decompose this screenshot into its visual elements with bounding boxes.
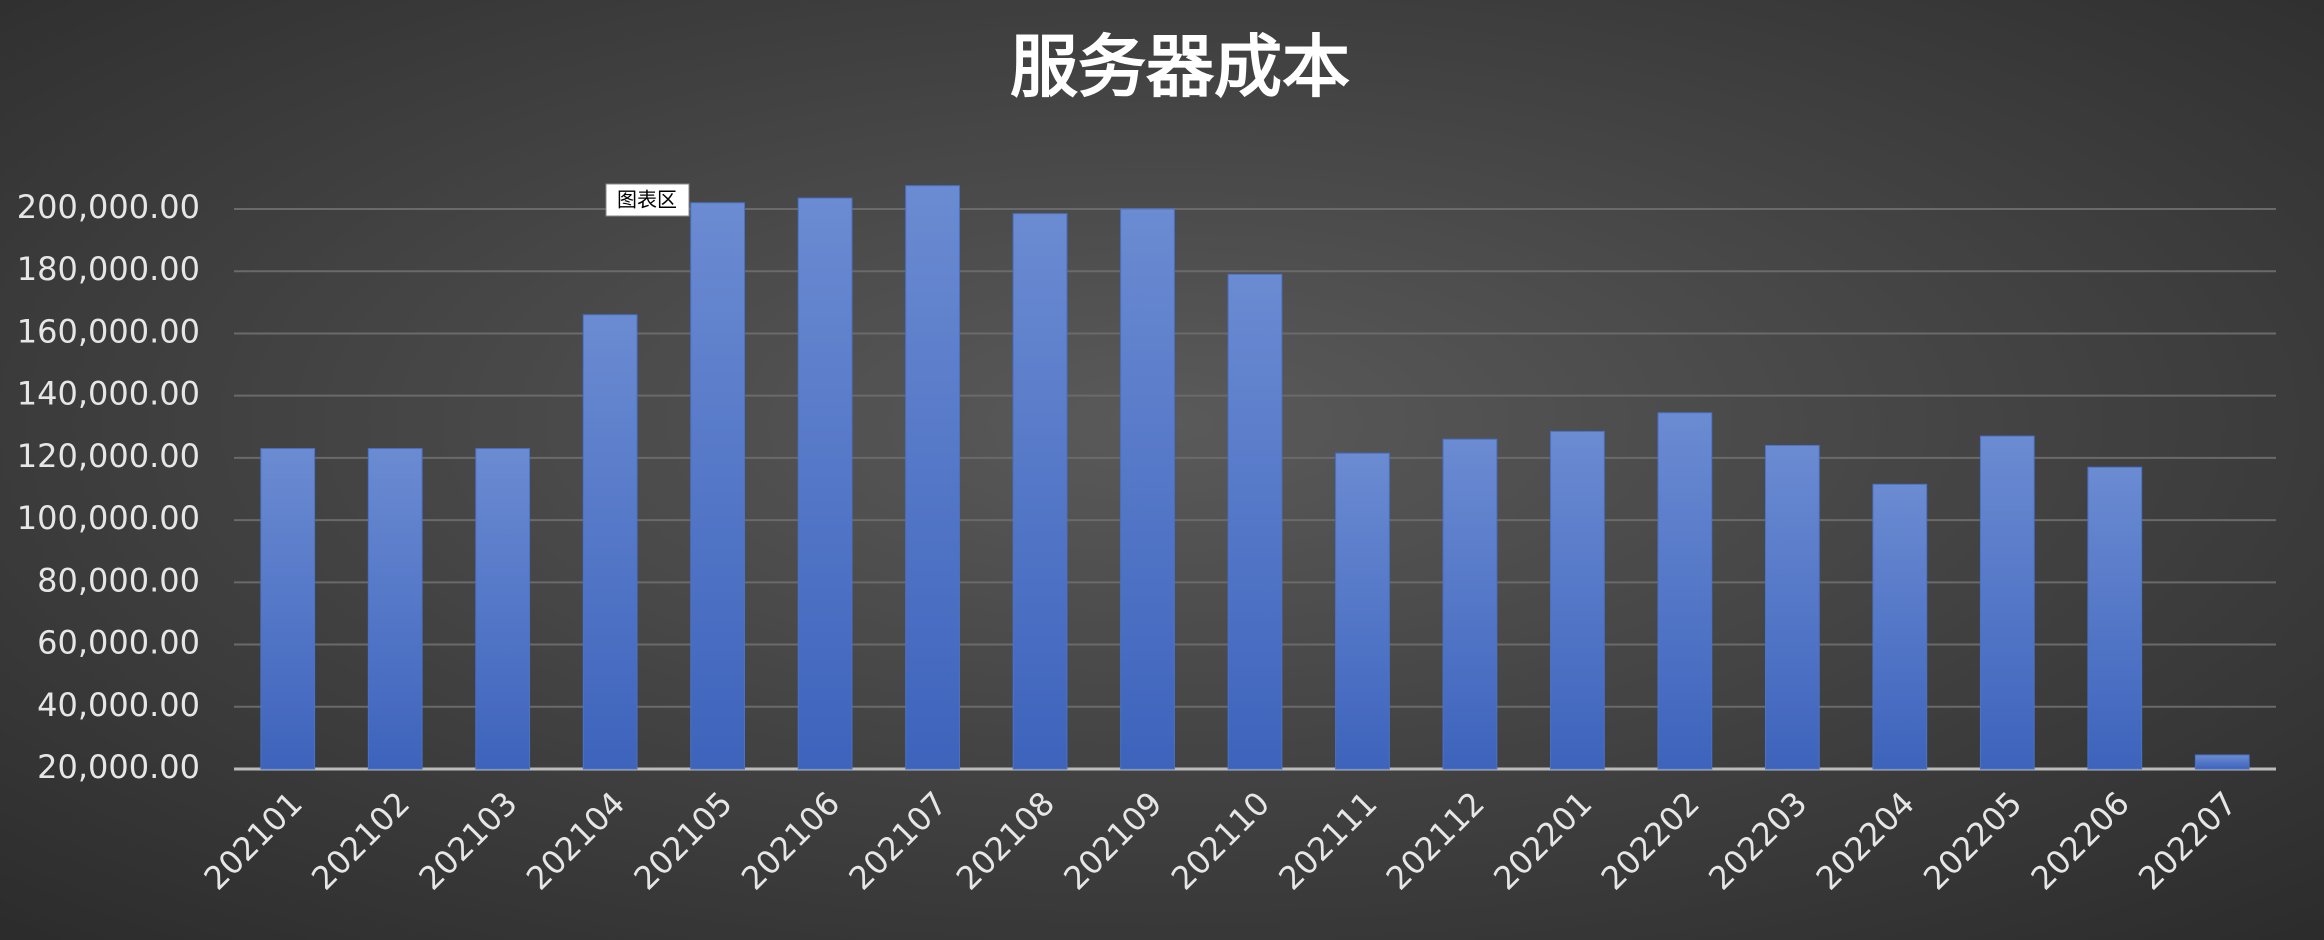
bar — [367, 448, 423, 770]
y-tick-label: 60,000.00 — [37, 624, 200, 662]
bar — [1227, 273, 1283, 770]
y-tick-label: 200,000.00 — [17, 188, 200, 226]
bar — [1442, 438, 1498, 770]
bar — [1872, 483, 1928, 770]
bar — [260, 448, 316, 770]
bar — [475, 448, 531, 770]
y-tick-label: 120,000.00 — [17, 437, 200, 475]
bar — [1335, 452, 1390, 770]
bar — [1979, 435, 2035, 770]
y-tick-label: 180,000.00 — [17, 250, 200, 288]
y-tick-label: 20,000.00 — [37, 748, 200, 786]
chart-title: 服务器成本 — [1010, 29, 1350, 108]
bar — [2087, 466, 2143, 770]
bar — [1120, 208, 1175, 770]
y-tick-label: 100,000.00 — [17, 499, 200, 537]
y-tick-label: 40,000.00 — [37, 686, 200, 724]
tooltip: 图表区 — [617, 188, 677, 212]
bar — [582, 314, 638, 770]
bar — [905, 185, 960, 770]
y-tick-label: 80,000.00 — [37, 561, 200, 599]
bar — [1550, 430, 1605, 770]
y-tick-label: 160,000.00 — [17, 312, 200, 350]
bar — [797, 197, 853, 770]
bar — [1765, 444, 1820, 770]
bar — [2194, 754, 2250, 770]
bar — [1012, 213, 1068, 770]
bar — [1657, 412, 1713, 770]
tooltip-box — [605, 183, 690, 217]
y-tick-label: 140,000.00 — [17, 375, 200, 413]
bar — [690, 202, 746, 770]
